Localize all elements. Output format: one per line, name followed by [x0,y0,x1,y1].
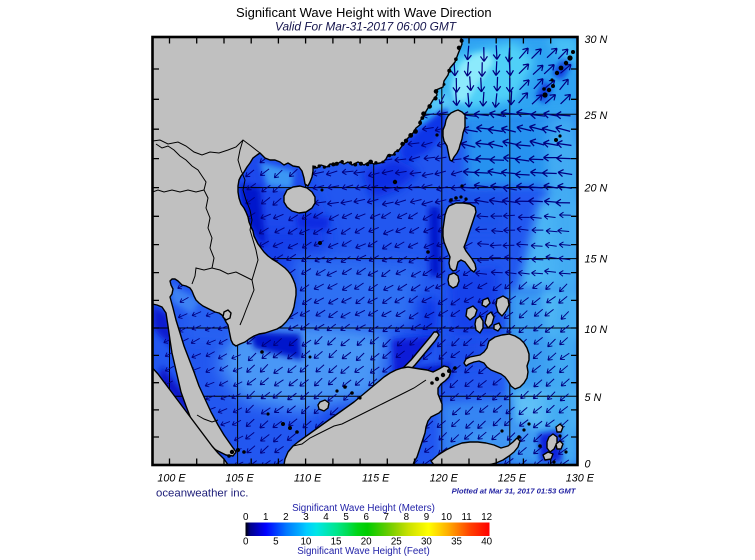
svg-text:1: 1 [263,512,268,523]
svg-text:120 E: 120 E [430,473,459,485]
svg-text:3: 3 [303,512,309,523]
svg-text:12: 12 [481,512,492,523]
svg-text:10 N: 10 N [585,324,608,336]
svg-text:oceanweather inc.: oceanweather inc. [156,487,248,499]
svg-text:15: 15 [331,537,342,548]
svg-text:40: 40 [481,537,492,548]
svg-text:30 N: 30 N [585,34,608,46]
svg-text:35: 35 [451,537,462,548]
svg-text:0: 0 [243,512,249,523]
svg-text:25: 25 [391,537,402,548]
svg-text:0: 0 [585,459,591,471]
svg-text:9: 9 [424,512,429,523]
svg-text:20: 20 [361,537,372,548]
svg-text:10: 10 [300,537,311,548]
svg-text:8: 8 [404,512,410,523]
svg-text:Significant Wave Height (Meter: Significant Wave Height (Meters) [292,503,435,514]
svg-text:4: 4 [323,512,329,523]
svg-text:Significant Wave Height (Feet): Significant Wave Height (Feet) [297,546,430,557]
svg-text:5 N: 5 N [585,392,602,404]
svg-text:5: 5 [343,512,349,523]
svg-text:5: 5 [273,537,279,548]
svg-text:6: 6 [363,512,369,523]
svg-text:125 E: 125 E [498,473,527,485]
svg-text:10: 10 [441,512,452,523]
svg-text:11: 11 [461,512,471,523]
svg-text:30: 30 [421,537,432,548]
svg-text:115 E: 115 E [362,473,390,485]
svg-text:15 N: 15 N [585,254,608,266]
svg-text:2: 2 [283,512,288,523]
svg-text:Plotted at Mar 31, 2017 01:53: Plotted at Mar 31, 2017 01:53 GMT [452,487,577,496]
svg-text:7: 7 [384,512,389,523]
svg-text:100 E: 100 E [157,473,186,485]
svg-text:110 E: 110 E [294,473,322,485]
svg-text:25 N: 25 N [584,110,608,122]
svg-text:Significant Wave Height with W: Significant Wave Height with Wave Direct… [236,5,492,20]
svg-text:130 E: 130 E [566,473,595,485]
svg-text:Valid For Mar-31-2017 06:00 GM: Valid For Mar-31-2017 06:00 GMT [275,19,457,33]
svg-text:105 E: 105 E [225,473,254,485]
svg-text:20 N: 20 N [584,183,608,195]
svg-text:0: 0 [243,537,249,548]
